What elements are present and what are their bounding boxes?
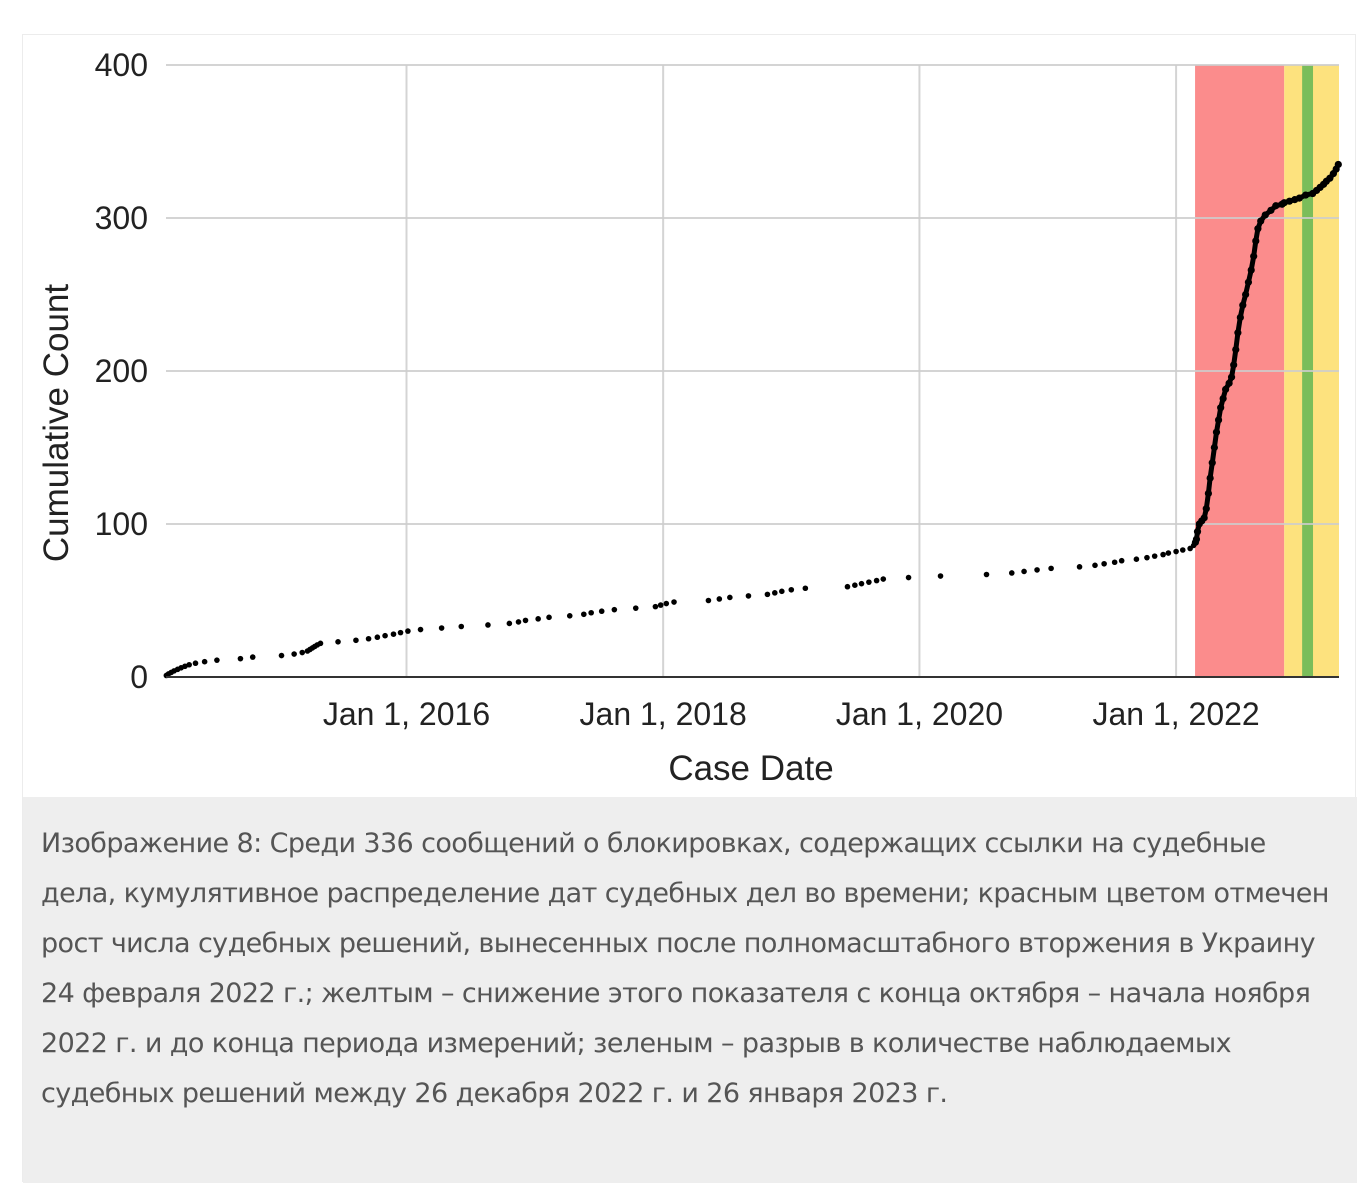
data-point xyxy=(515,619,522,625)
data-point xyxy=(535,616,541,622)
data-point xyxy=(588,609,594,616)
data-point xyxy=(237,655,244,662)
dense-points-trace xyxy=(1192,161,1341,545)
y-tick-label: 200 xyxy=(95,353,148,389)
data-point xyxy=(291,651,297,657)
data-point xyxy=(249,654,256,660)
data-point xyxy=(716,596,723,602)
figure-caption: Изображение 8: Среди 336 сообщений о бло… xyxy=(23,797,1357,1183)
data-point xyxy=(1034,567,1040,573)
data-point xyxy=(1173,548,1179,555)
data-point xyxy=(485,622,491,628)
data-point xyxy=(1133,556,1140,562)
data-point xyxy=(581,611,587,618)
data-point xyxy=(374,634,381,641)
axes: 0 100 200 300 400 Jan 1, 2016 Jan 1, 2018 Jan 1… xyxy=(95,47,1339,732)
data-point xyxy=(365,635,372,642)
data-point xyxy=(905,574,912,581)
data-point xyxy=(438,625,445,631)
x-tick-label: Jan 1, 2020 xyxy=(836,696,1003,732)
data-point xyxy=(937,573,944,579)
x-tick-label: Jan 1, 2022 xyxy=(1092,696,1259,732)
data-point xyxy=(652,603,659,610)
data-point xyxy=(299,649,306,656)
data-point xyxy=(1092,562,1098,569)
data-point xyxy=(458,623,465,630)
data-point xyxy=(317,640,324,647)
cumulative-count-chart: 0 100 200 300 400 Jan 1, 2016 Jan 1, 2018 Jan 1… xyxy=(37,47,1342,788)
data-point xyxy=(566,613,573,619)
x-axis-label: Case Date xyxy=(668,749,833,788)
y-tick-label: 300 xyxy=(95,200,148,236)
data-point xyxy=(278,652,285,659)
data-point xyxy=(417,626,424,633)
data-point xyxy=(1165,550,1172,556)
data-point xyxy=(802,585,809,592)
y-tick-label: 0 xyxy=(130,659,148,695)
x-tick-label: Jan 1, 2018 xyxy=(580,696,747,732)
data-point xyxy=(1160,551,1166,558)
data-point xyxy=(1111,559,1118,566)
y-axis-label: Cumulative Count xyxy=(37,284,76,562)
data-point xyxy=(852,582,858,588)
data-point xyxy=(405,628,411,634)
data-point xyxy=(1008,570,1015,576)
data-point xyxy=(186,661,192,668)
data-point xyxy=(1144,554,1150,561)
data-point xyxy=(858,580,865,587)
data-point xyxy=(390,631,397,637)
grid xyxy=(166,64,1339,677)
data-point xyxy=(705,597,712,604)
data-point xyxy=(771,590,778,596)
data-point xyxy=(506,620,513,627)
data-point xyxy=(727,594,733,601)
data-point xyxy=(1021,568,1027,575)
y-tick-label: 400 xyxy=(95,47,148,83)
data-point xyxy=(844,583,851,590)
data-point xyxy=(880,576,887,582)
x-tick-label: Jan 1, 2016 xyxy=(323,696,490,732)
data-point xyxy=(335,639,341,645)
data-point xyxy=(764,591,771,598)
data-point xyxy=(1101,560,1107,567)
data-points xyxy=(163,160,1342,679)
data-point xyxy=(382,632,388,639)
data-point xyxy=(611,606,618,613)
data-point xyxy=(353,637,359,644)
data-point xyxy=(663,600,670,607)
data-point xyxy=(201,658,208,665)
data-point xyxy=(745,593,752,599)
data-point xyxy=(873,577,880,584)
data-point xyxy=(182,663,188,670)
data-point xyxy=(522,617,529,624)
data-point xyxy=(983,571,990,578)
data-point xyxy=(1151,553,1158,559)
data-point xyxy=(1076,564,1083,570)
data-point xyxy=(598,608,605,615)
figure: 0 100 200 300 400 Jan 1, 2016 Jan 1, 2018 Jan 1… xyxy=(22,34,1357,1183)
data-point xyxy=(779,588,785,595)
data-point xyxy=(546,614,552,621)
data-point xyxy=(788,586,795,593)
data-point xyxy=(397,629,404,636)
data-point xyxy=(866,579,872,585)
data-point xyxy=(1118,557,1125,564)
data-point xyxy=(671,599,677,605)
data-point xyxy=(657,602,664,608)
caption-text: Изображение 8: Среди 336 сообщений о бло… xyxy=(41,828,1329,1109)
y-tick-label: 100 xyxy=(95,506,148,542)
data-point xyxy=(214,657,220,663)
data-point xyxy=(1048,565,1054,572)
data-point xyxy=(1179,547,1186,553)
data-point xyxy=(632,605,639,611)
data-point xyxy=(192,660,199,667)
